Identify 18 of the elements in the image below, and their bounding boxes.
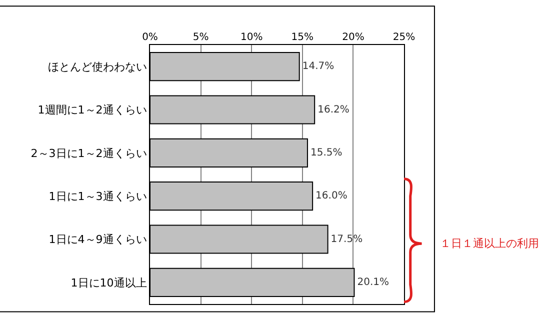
data-label: 20.1% <box>357 276 389 288</box>
y-tick-label: 1週間に1～2通くらい <box>38 104 147 117</box>
data-label: 16.2% <box>318 104 350 116</box>
y-tick-label: 2～3日に1～2通くらい <box>30 146 147 160</box>
x-tick-label: 0% <box>142 32 158 43</box>
data-label: 14.7% <box>302 61 334 72</box>
y-tick-label: 1日に10通以上 <box>70 276 147 290</box>
x-tick-label: 15% <box>291 32 314 43</box>
x-tick-label: 10% <box>240 32 263 43</box>
y-tick-label: 1日に1～3通くらい <box>48 190 147 203</box>
x-tick-label: 20% <box>342 32 364 43</box>
y-tick-label: 1日に4～9通くらい <box>48 233 147 246</box>
text: １日１通以上の利用 <box>440 237 539 250</box>
x-tick-label: 25% <box>392 32 416 43</box>
data-label: 16.0% <box>316 190 348 202</box>
x-tick-label: 5% <box>192 32 209 43</box>
data-label: 15.5% <box>310 147 342 158</box>
y-tick-label: ほとんど使わわない <box>48 60 147 74</box>
